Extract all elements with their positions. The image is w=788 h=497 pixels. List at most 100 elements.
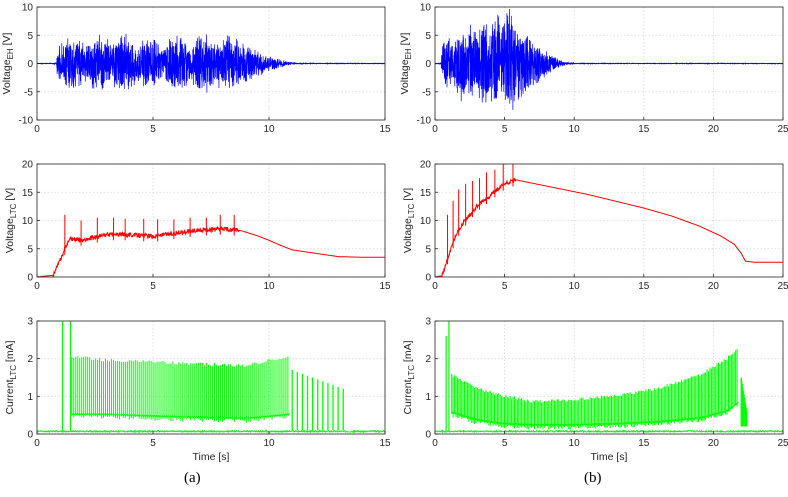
- chart-b-top: 0 5 10 15 20 25 -10 -5 0 5 10 VoltageEH [V]: [399, 3, 788, 136]
- y-tick-label: 15: [22, 188, 34, 199]
- caption-a: (a): [184, 470, 201, 486]
- x-tick-label: 20: [708, 124, 720, 135]
- y-tick-label: 1: [425, 392, 431, 403]
- series-group: [37, 214, 385, 277]
- y-axis-label-sub: LTC: [407, 365, 416, 380]
- x-tick-label: 0: [34, 438, 40, 449]
- series-group: [37, 33, 385, 93]
- x-tick-label: 15: [379, 438, 391, 449]
- x-tick-label: 20: [708, 438, 720, 449]
- y-tick-label: -10: [417, 116, 432, 127]
- y-axis-label-main: Current: [402, 379, 414, 414]
- y-tick-label: 20: [22, 160, 34, 171]
- y-axis-label-main: Voltage: [399, 59, 411, 94]
- x-tick-label: 10: [263, 124, 275, 135]
- x-tick-label: 15: [638, 124, 650, 135]
- y-tick-label: 0: [425, 430, 431, 441]
- x-tick-label: 10: [569, 124, 581, 135]
- x-tick-label: 5: [502, 281, 508, 292]
- x-tick-label: 15: [638, 281, 650, 292]
- y-axis-label-unit: [V]: [399, 32, 411, 48]
- y-axis-label: VoltageLTC [V]: [4, 188, 18, 253]
- x-tick-label: 15: [379, 281, 391, 292]
- series-pulse: [287, 413, 291, 416]
- y-tick-label: 10: [22, 3, 34, 14]
- x-axis-label: Time [s]: [193, 451, 230, 463]
- series-line: [37, 225, 385, 277]
- y-axis-label-sub: EH: [6, 48, 15, 59]
- y-tick-label: 3: [425, 317, 431, 328]
- x-tick-label: 10: [263, 438, 275, 449]
- y-axis-label-main: Current: [4, 379, 16, 414]
- y-tick-label: -5: [422, 87, 431, 98]
- series-group: [435, 164, 783, 277]
- series-floor: [435, 429, 783, 434]
- y-axis-label: VoltageEH [V]: [399, 32, 413, 94]
- x-tick-label: 20: [708, 281, 720, 292]
- x-tick-label: 5: [150, 281, 156, 292]
- x-tick-label: 10: [263, 281, 275, 292]
- x-tick-label: 5: [502, 438, 508, 449]
- y-tick-label: 2: [27, 354, 33, 365]
- x-axis-label: Time [s]: [591, 451, 628, 463]
- y-axis-label-unit: [V]: [402, 188, 414, 204]
- y-tick-label: 0: [27, 59, 33, 70]
- x-tick-label: 25: [777, 281, 788, 292]
- x-tick-label: 25: [777, 124, 788, 135]
- y-axis-label-unit: [mA]: [402, 340, 414, 365]
- x-tick-label: 0: [432, 438, 438, 449]
- axes-frame: [36, 320, 386, 435]
- y-tick-label: 10: [420, 216, 432, 227]
- y-axis-label-main: Voltage: [4, 218, 16, 253]
- y-axis-label: VoltageEH [V]: [1, 32, 15, 94]
- chart-b-bot: 0 5 10 15 20 25 0 1 2 3 CurrentLTC [mA] Time [s]: [402, 317, 788, 464]
- chart-a-top: 0 5 10 15 -10 -5 0 5 10 VoltageEH [V]: [1, 3, 391, 136]
- y-axis-label-main: Voltage: [402, 218, 414, 253]
- y-tick-label: 5: [425, 31, 431, 42]
- series-pulse: [736, 401, 739, 405]
- y-tick-label: -5: [24, 87, 33, 98]
- y-tick-label: 15: [420, 188, 432, 199]
- y-axis-label-sub: LTC: [9, 365, 18, 380]
- caption-b: (b): [584, 470, 602, 486]
- x-tick-label: 0: [432, 124, 438, 135]
- x-tick-label: 5: [150, 124, 156, 135]
- x-tick-label: 0: [432, 281, 438, 292]
- y-axis-label-sub: LTC: [407, 203, 416, 218]
- series-line: [37, 33, 385, 93]
- y-tick-label: 0: [27, 273, 33, 284]
- series-line: [435, 8, 783, 110]
- y-tick-label: 5: [27, 31, 33, 42]
- y-tick-label: 1: [27, 392, 33, 403]
- y-axis-label-unit: [V]: [1, 32, 13, 48]
- y-tick-label: 2: [425, 354, 431, 365]
- y-axis-label-sub: EH: [404, 48, 413, 59]
- y-tick-label: 0: [425, 59, 431, 70]
- series-group: [435, 8, 783, 110]
- y-tick-label: 20: [420, 160, 432, 171]
- x-tick-label: 10: [569, 281, 581, 292]
- x-tick-label: 15: [638, 438, 650, 449]
- y-tick-label: 10: [22, 216, 34, 227]
- y-tick-label: -10: [19, 116, 34, 127]
- y-axis-label-unit: [V]: [4, 188, 16, 204]
- chart-b-mid: 0 5 10 15 20 25 0 5 10 15 20 VoltageLTC [V]: [402, 160, 788, 293]
- chart-a-mid: 0 5 10 15 0 5 10 15 20 VoltageLTC [V]: [4, 160, 391, 293]
- y-tick-label: 10: [420, 3, 432, 14]
- y-tick-label: 5: [27, 244, 33, 255]
- y-tick-label: 3: [27, 317, 33, 328]
- y-tick-label: 0: [425, 273, 431, 284]
- axes-frame: [434, 163, 784, 278]
- axes-frame: [36, 163, 386, 278]
- y-axis-label-main: Voltage: [1, 59, 13, 94]
- y-axis-label: CurrentLTC [mA]: [402, 340, 416, 414]
- x-tick-label: 15: [379, 124, 391, 135]
- x-tick-label: 10: [569, 438, 581, 449]
- y-axis-label: CurrentLTC [mA]: [4, 340, 18, 414]
- y-tick-label: 0: [27, 430, 33, 441]
- y-axis-label-unit: [mA]: [4, 340, 16, 365]
- y-tick-label: 5: [425, 244, 431, 255]
- y-axis-label-sub: LTC: [9, 203, 18, 218]
- x-tick-label: 5: [150, 438, 156, 449]
